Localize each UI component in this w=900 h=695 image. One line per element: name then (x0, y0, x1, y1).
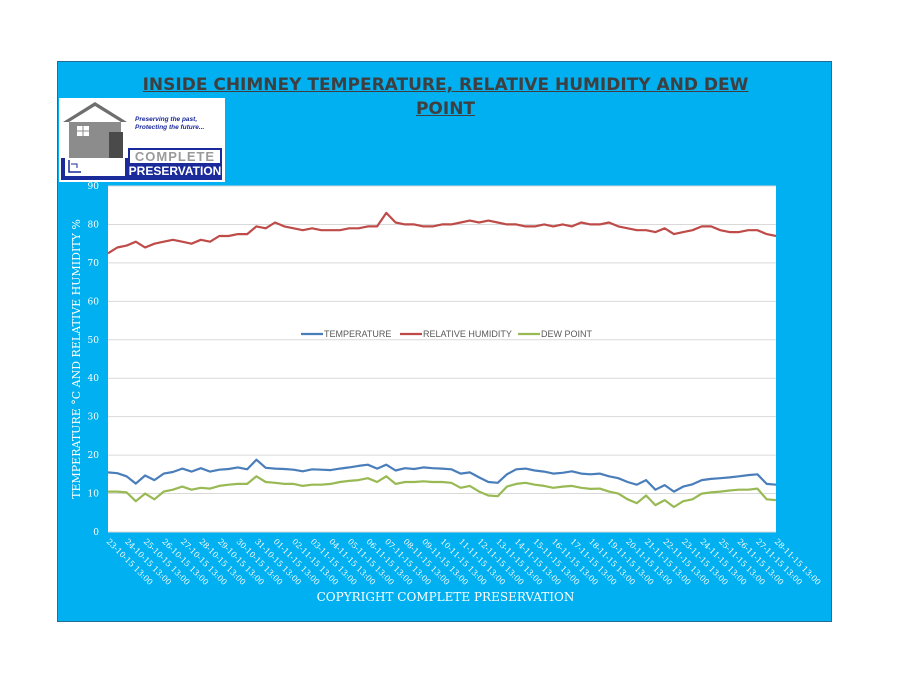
legend-label-relative-humidity: RELATIVE HUMIDITY (423, 329, 512, 339)
logo-word-complete: COMPLETE (128, 148, 222, 163)
house-icon (61, 102, 129, 180)
y-tick-label-20: 20 (88, 451, 100, 461)
chart-title-line-1: INSIDE CHIMNEY TEMPERATURE, RELATIVE HUM… (142, 75, 749, 95)
legend-label-temperature: TEMPERATURE (324, 329, 391, 339)
series-line-dew-point (108, 475, 777, 509)
y-tick-label-70: 70 (88, 259, 100, 269)
legend-label-dew-point: DEW POINT (541, 329, 593, 339)
chart-panel: INSIDE CHIMNEY TEMPERATURE, RELATIVE HUM… (57, 61, 832, 622)
logo-tagline-line-2: Protecting the future... (135, 124, 205, 131)
company-logo: Preserving the past, Protecting the futu… (59, 98, 225, 182)
y-tick-label-60: 60 (88, 297, 100, 307)
chart-title: INSIDE CHIMNEY TEMPERATURE, RELATIVE HUM… (58, 73, 833, 121)
copyright-text: COPYRIGHT COMPLETE PRESERVATION (316, 590, 575, 604)
logo-word-preservation: PRESERVATION (128, 163, 222, 180)
y-tick-label-0: 0 (93, 528, 99, 538)
y-tick-label-50: 50 (88, 336, 100, 346)
y-tick-label-80: 80 (88, 220, 100, 230)
y-tick-label-40: 40 (88, 374, 100, 384)
y-tick-label-10: 10 (88, 490, 100, 500)
logo-tagline: Preserving the past, Protecting the futu… (135, 116, 204, 132)
y-axis-title: TEMPERATURE °C AND RELATIVE HUMIDITY % (70, 219, 83, 499)
series-line-relative-humidity (107, 211, 777, 255)
y-tick-label-30: 30 (88, 413, 100, 423)
plot-area (108, 186, 776, 532)
series-line-temperature (107, 458, 777, 493)
chart-title-line-2: POINT (415, 99, 476, 119)
logo-tagline-line-1: Preserving the past, (135, 116, 198, 123)
y-tick-label-90: 90 (88, 182, 100, 192)
